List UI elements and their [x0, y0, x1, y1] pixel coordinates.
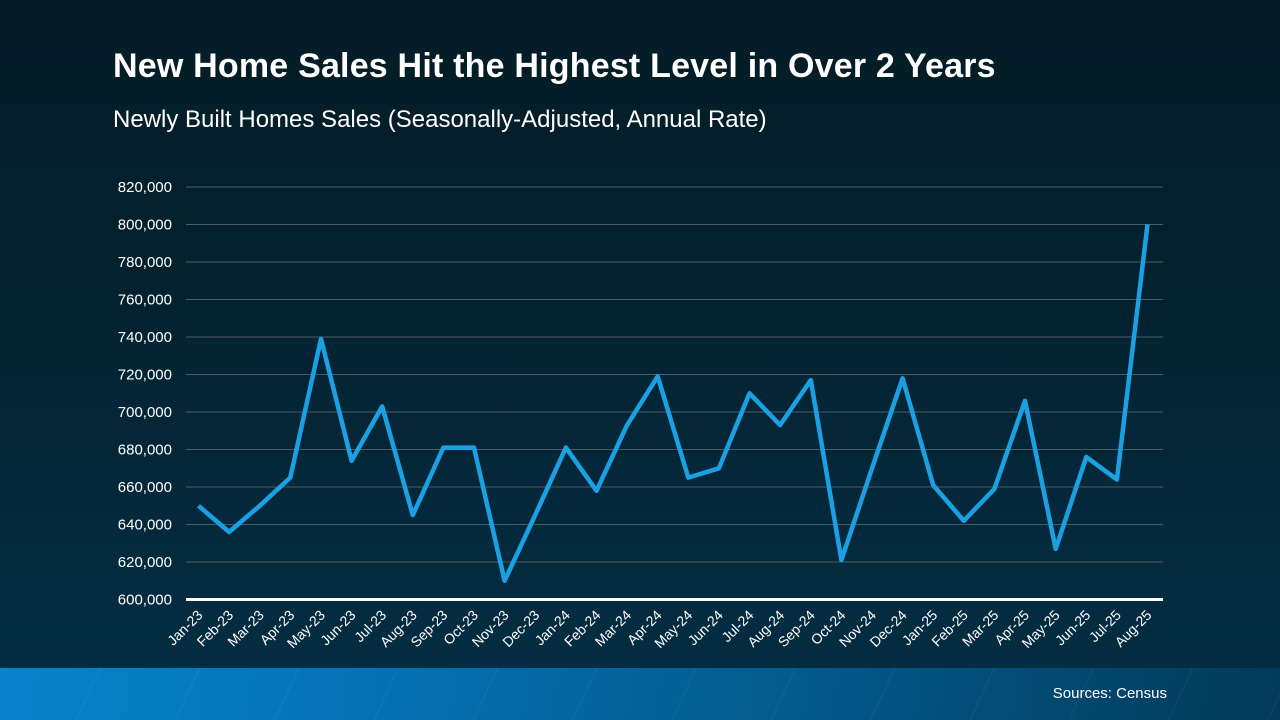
y-axis-tick-label: 760,000 — [118, 292, 172, 309]
y-axis-tick-label: 780,000 — [118, 254, 172, 271]
y-axis-tick-label: 820,000 — [118, 179, 172, 196]
y-axis-tick-label: 620,000 — [118, 554, 172, 571]
y-axis-tick-label: 800,000 — [118, 217, 172, 234]
y-axis-tick-label: 660,000 — [118, 479, 172, 496]
y-axis-tick-label: 600,000 — [118, 592, 172, 609]
y-axis-tick-label: 720,000 — [118, 367, 172, 384]
x-axis-tick-label: Jun-23 — [317, 607, 359, 649]
y-axis-tick-label: 680,000 — [118, 442, 172, 459]
sales-trend-line — [197, 224, 1150, 584]
y-axis-tick-label: 740,000 — [118, 329, 172, 346]
footer-bar: Sources: Census — [0, 668, 1280, 720]
chart-subtitle: Newly Built Homes Sales (Seasonally-Adju… — [113, 106, 767, 133]
x-axis-tick-label: Jun-24 — [684, 607, 726, 649]
source-credit: Sources: Census — [1052, 685, 1167, 702]
chart-title: New Home Sales Hit the Highest Level in … — [113, 47, 996, 85]
x-axis-tick-label: Jun-25 — [1052, 607, 1094, 649]
y-axis-tick-label: 700,000 — [118, 404, 172, 421]
y-axis-tick-label: 640,000 — [118, 517, 172, 534]
